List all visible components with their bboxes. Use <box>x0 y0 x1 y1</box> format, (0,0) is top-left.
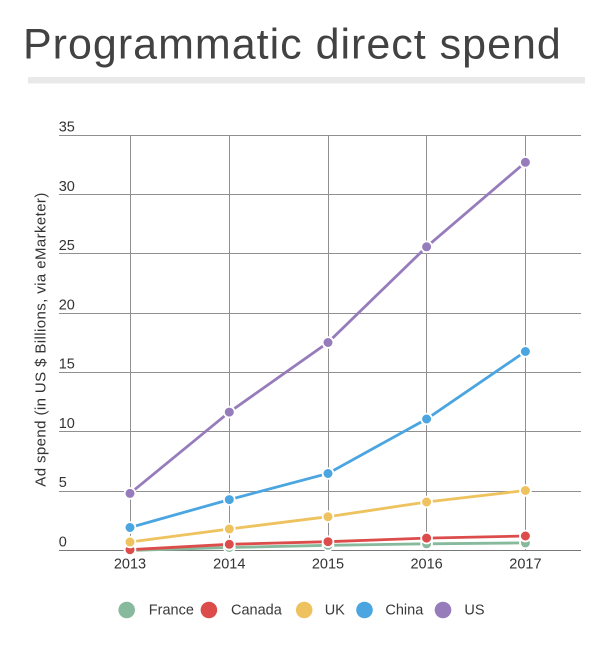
svg-text:2014: 2014 <box>213 557 245 573</box>
svg-text:UK: UK <box>325 603 345 619</box>
svg-text:US: US <box>464 603 484 619</box>
svg-text:10: 10 <box>59 416 75 432</box>
svg-text:5: 5 <box>59 475 67 491</box>
svg-text:0: 0 <box>59 535 67 551</box>
svg-text:Programmatic direct spend: Programmatic direct spend <box>23 21 562 69</box>
svg-text:20: 20 <box>59 297 75 313</box>
svg-text:2013: 2013 <box>114 557 146 573</box>
svg-text:25: 25 <box>59 238 75 254</box>
svg-text:France: France <box>149 603 194 619</box>
svg-text:China: China <box>385 603 424 619</box>
svg-text:15: 15 <box>59 357 75 373</box>
svg-text:2015: 2015 <box>312 557 344 573</box>
svg-text:35: 35 <box>59 120 75 136</box>
svg-text:Canada: Canada <box>231 603 283 619</box>
svg-text:2016: 2016 <box>410 557 442 573</box>
svg-text:2017: 2017 <box>509 557 541 573</box>
svg-text:30: 30 <box>59 179 75 195</box>
svg-text:Ad spend (in US $ Billions, vi: Ad spend (in US $ Billions, via eMarkete… <box>32 192 49 486</box>
